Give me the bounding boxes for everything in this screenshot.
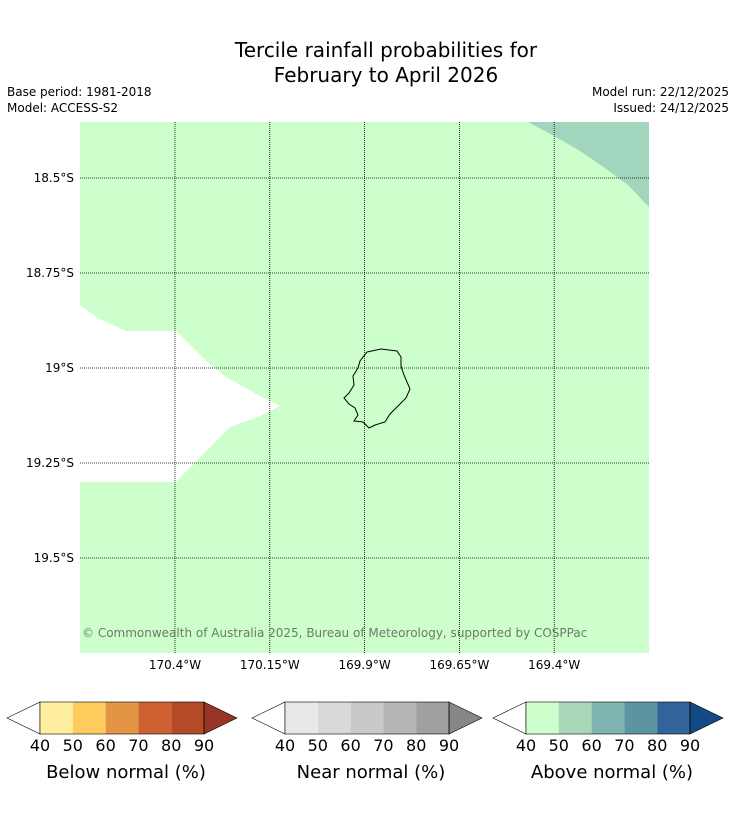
- colorbar-tick-label: 40: [29, 736, 51, 755]
- colorbar-tick-label: 40: [274, 736, 296, 755]
- latitude-labels: 18.5°S 18.75°S 19°S 19.25°S 19.5°S: [26, 171, 74, 565]
- title-line-1: Tercile rainfall probabilities for: [234, 38, 538, 62]
- colorbar-tick-label: 50: [62, 736, 83, 755]
- map-canvas: 18.5°S18.75°S19°S19.25°S19.5°S 170.4°W 17…: [26, 122, 649, 672]
- colorbar-segment: [350, 702, 384, 734]
- legend-below-normal: Below normal (%) 40 50 60 70 80 90: [6, 700, 246, 810]
- model-run: Model run: 22/12/2025: [591, 85, 729, 99]
- colorbar-segment: [416, 702, 449, 734]
- longitude-labels: 170.4°W 170.15°W 169.9°W 169.65°W 169.4°W: [149, 658, 581, 672]
- model-name: Model: ACCESS-S2: [7, 101, 119, 115]
- colorbar-under-extension: [6, 701, 41, 735]
- issued-date: Issued: 24/12/2025: [613, 101, 729, 115]
- colorbar-tick-label: 60: [581, 736, 602, 755]
- colorbar-frame: [284, 701, 450, 735]
- title-line-2: February to April 2026: [273, 63, 499, 87]
- colorbar-segment: [171, 702, 204, 734]
- map-panel: 18.5°S 18.75°S 19°S 19.25°S 19.5°S 170.4°W 17…: [26, 122, 649, 672]
- colorbar-tick-label: 90: [438, 736, 460, 755]
- colorbar-frame: [525, 701, 691, 735]
- lon-tick-label: 169.65°W: [429, 658, 489, 672]
- colorbar-tick-label: 70: [614, 736, 635, 755]
- colorbar-segment: [383, 702, 417, 734]
- legend-caption-above: Above normal (%): [530, 762, 694, 783]
- colorbar-below: [6, 701, 238, 735]
- colorbar-segment: [285, 702, 318, 734]
- base-period: Base period: 1981-2018: [7, 85, 152, 99]
- colorbar-over-extension: [448, 701, 483, 735]
- map-title: Tercile rainfall probabilities for Febru…: [0, 38, 736, 88]
- colorbar-tick-label: 80: [161, 736, 182, 755]
- island-coastline: [343, 348, 411, 429]
- colorbar-segment: [558, 702, 592, 734]
- colorbar-segment: [72, 702, 106, 734]
- colorbar-under-extension: [251, 701, 286, 735]
- colorbar-tick-label: 50: [548, 736, 569, 755]
- legend-caption-below: Below normal (%): [46, 762, 206, 783]
- colorbar-tick-label: 80: [647, 736, 668, 755]
- colorbar-tick-label: 50: [307, 736, 328, 755]
- colorbar-segment: [40, 702, 73, 734]
- colorbar-segment: [138, 702, 172, 734]
- colorbar-near: [251, 701, 483, 735]
- lon-tick-label: 170.4°W: [149, 658, 201, 672]
- copyright-notice: © Commonwealth of Australia 2025, Bureau…: [82, 626, 587, 640]
- lat-tick-label: 18.5°S: [34, 171, 74, 185]
- colorbar-over-extension: [689, 701, 724, 735]
- legend-above-normal: Above normal (%) 40 50 60 70 80 90: [492, 700, 732, 810]
- meta-right: Model run: 22/12/2025 Issued: 24/12/2025: [592, 84, 729, 116]
- colorbar-segment: [624, 702, 658, 734]
- colorbar-tick-label: 90: [193, 736, 215, 755]
- colorbar-tick-label: 60: [95, 736, 116, 755]
- lon-tick-label: 169.9°W: [338, 658, 390, 672]
- colorbar-tick-label: 40: [515, 736, 537, 755]
- lon-tick-label: 170.15°W: [240, 658, 300, 672]
- colorbar-over-extension: [203, 701, 238, 735]
- colorbar-segment: [526, 702, 559, 734]
- graticule: [80, 122, 649, 653]
- colorbar-tick-label: 70: [373, 736, 394, 755]
- lat-tick-label: 19°S: [45, 361, 74, 375]
- colorbar-frame: [39, 701, 205, 735]
- colorbar-tick-label: 90: [679, 736, 701, 755]
- legend-caption-near: Near normal (%): [296, 762, 446, 783]
- colorbar-tick-label: 70: [128, 736, 149, 755]
- lat-tick-label: 19.5°S: [34, 551, 74, 565]
- colorbar-segment: [657, 702, 690, 734]
- colorbar-under-extension: [492, 701, 527, 735]
- colorbar-segment: [105, 702, 139, 734]
- above-normal-50-60-region: [528, 122, 649, 207]
- colorbar-above: [492, 701, 724, 735]
- colorbar-segment: [317, 702, 351, 734]
- colorbar-tick-label: 80: [406, 736, 427, 755]
- colorbar-segment: [591, 702, 625, 734]
- legend-near-normal: Near normal (%) 40 50 60 70 80 90: [251, 700, 491, 810]
- lon-tick-label: 169.4°W: [528, 658, 580, 672]
- colorbar-tick-label: 60: [340, 736, 361, 755]
- no-signal-region: [80, 305, 280, 482]
- lat-tick-label: 18.75°S: [26, 266, 74, 280]
- meta-left: Base period: 1981-2018 Model: ACCESS-S2: [7, 84, 152, 116]
- lat-tick-label: 19.25°S: [26, 456, 74, 470]
